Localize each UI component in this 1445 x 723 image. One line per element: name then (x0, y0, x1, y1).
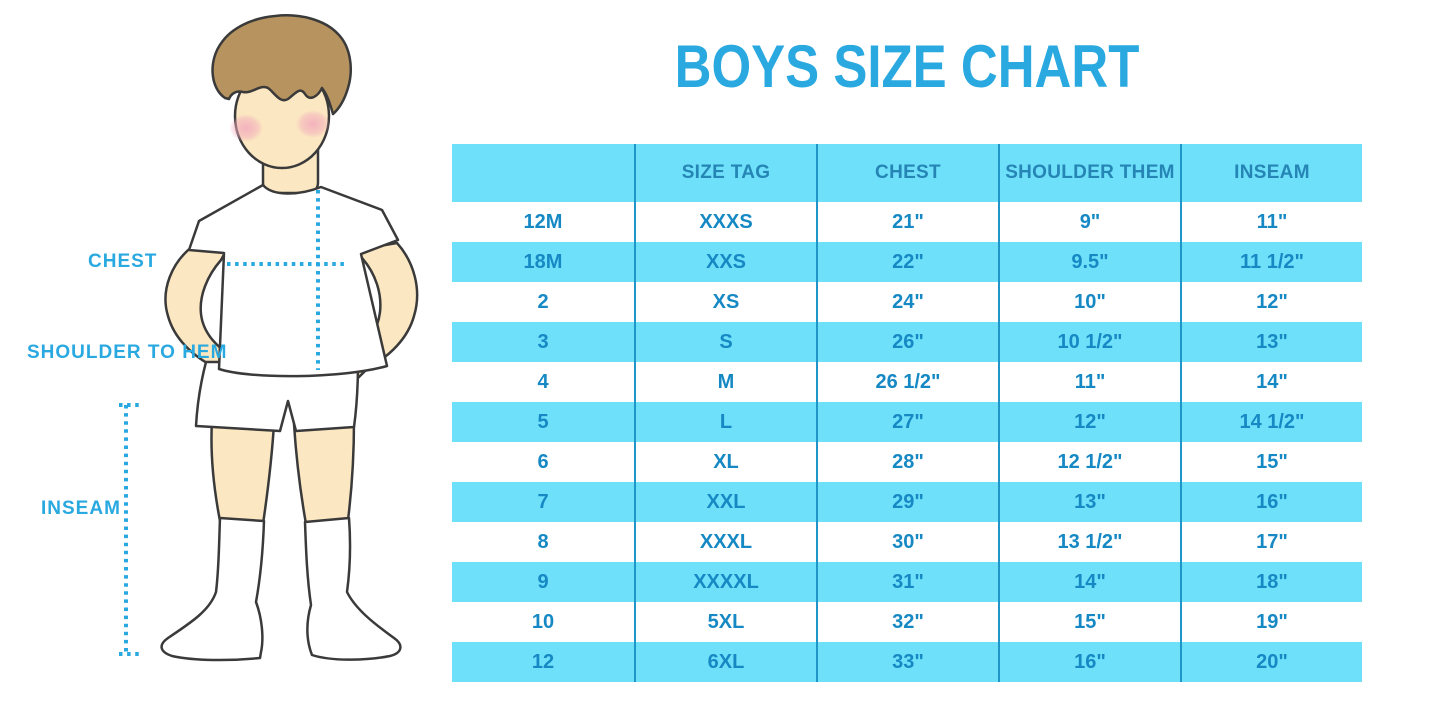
column-header (452, 144, 634, 202)
table-header-row: SIZE TAG CHEST SHOULDER THEM INSEAM (452, 144, 1362, 202)
size-table: SIZE TAG CHEST SHOULDER THEM INSEAM 12M XXXS 2… (452, 144, 1362, 682)
boy-leg-right (292, 418, 356, 526)
table-cell: 18" (1180, 562, 1362, 602)
column-header: INSEAM (1180, 144, 1362, 202)
table-cell: 9" (998, 202, 1180, 242)
table-cell: XL (634, 442, 816, 482)
table-cell: 4 (537, 370, 549, 393)
table-cell: 12" (998, 402, 1180, 442)
table-cell: 19" (1180, 602, 1362, 642)
table-cell: 14 1/2" (1180, 402, 1362, 442)
table-cell: 27" (816, 402, 998, 442)
boy-cheek-left (229, 114, 263, 142)
table-cell: 5 (452, 402, 634, 442)
table-cell: 30" (816, 522, 998, 562)
page-title: BOYS SIZE CHART (674, 33, 1140, 100)
table-cell: 11 1/2" (1180, 242, 1362, 282)
table-cell: XXXS (634, 202, 816, 242)
table-cell: S (634, 322, 816, 362)
table-row: 18M XXS 22" 9.5" 11 1/2" (452, 242, 1362, 282)
boy-sock-left (160, 516, 266, 662)
table-row: 9 XXXXL 31" 14" 18" (452, 562, 1362, 602)
table-row: 4 M 26 1/2" 11" 14" (452, 362, 1362, 402)
table-cell: 18M (452, 242, 634, 282)
table-row: 3 S 26" 10 1/2" 13" (452, 322, 1362, 362)
table-row: 12 6XL 33" 16" 20" (452, 642, 1362, 682)
chest-label: CHEST (88, 251, 158, 272)
boy-hair (211, 14, 352, 116)
column-header: CHEST (816, 144, 998, 202)
table-cell: 10 1/2" (998, 322, 1180, 362)
table-cell: XXS (634, 242, 816, 282)
table-cell: 15" (998, 602, 1180, 642)
table-cell: 26 1/2" (816, 362, 998, 402)
table-cell: 2 (537, 290, 549, 313)
table-cell: 8 (537, 530, 549, 553)
boy-shirt (187, 183, 400, 378)
table-row: 7 XXL 29" 13" 16" (452, 482, 1362, 522)
boy-shorts (194, 360, 360, 433)
table-cell: 22" (816, 242, 998, 282)
table-cell: 11" (1180, 202, 1362, 242)
table-cell: 21" (816, 202, 998, 242)
table-row: 6 XL 28" 12 1/2" 15" (452, 442, 1362, 482)
table-cell: 9 (452, 562, 634, 602)
table-row: 10 5XL 32" 15" 19" (452, 602, 1362, 642)
table-cell: XXL (634, 482, 816, 522)
table-cell: 13 1/2" (998, 522, 1180, 562)
table-row: 5 L 27" 12" 14 1/2" (452, 402, 1362, 442)
table-cell: 13" (998, 482, 1180, 522)
inseam-label: INSEAM (41, 498, 121, 519)
table-cell: 12 1/2" (998, 442, 1180, 482)
table-cell: 12 (452, 642, 634, 682)
table-cell: 9.5" (998, 242, 1180, 282)
table-cell: M (634, 362, 816, 402)
boy-sock-right (303, 516, 402, 661)
table-cell: XS (634, 282, 816, 322)
table-cell: 10 (531, 610, 555, 633)
table-cell: 5XL (634, 602, 816, 642)
table-cell: 3 (452, 322, 634, 362)
table-cell: 28" (816, 442, 998, 482)
table-cell: 12" (1180, 282, 1362, 322)
table-cell: 14" (998, 562, 1180, 602)
table-cell: 10" (998, 282, 1180, 322)
shoulder-to-hem-label: SHOULDER TO HEM (27, 342, 228, 363)
table-cell: 32" (816, 602, 998, 642)
table-cell: 12M (523, 210, 563, 233)
boy-cheek-right (296, 110, 330, 138)
table-row: 12M XXXS 21" 9" 11" (452, 202, 1362, 242)
table-cell: 17" (1180, 522, 1362, 562)
table-cell: XXXXL (634, 562, 816, 602)
table-cell: 20" (1180, 642, 1362, 682)
boy-leg-left (210, 418, 276, 526)
table-cell: XXXL (634, 522, 816, 562)
table-row: 8 XXXL 30" 13 1/2" 17" (452, 522, 1362, 562)
table-cell: 24" (816, 282, 998, 322)
column-header: SHOULDER THEM (998, 144, 1180, 202)
table-cell: 16" (1180, 482, 1362, 522)
table-cell: 13" (1180, 322, 1362, 362)
table-cell: 33" (816, 642, 998, 682)
table-cell: 11" (998, 362, 1180, 402)
boy-illustration (119, 14, 419, 662)
table-cell: 15" (1180, 442, 1362, 482)
table-cell: 6XL (634, 642, 816, 682)
table-cell: 29" (816, 482, 998, 522)
table-cell: 7 (452, 482, 634, 522)
table-cell: 16" (998, 642, 1180, 682)
column-header: SIZE TAG (634, 144, 816, 202)
table-cell: 26" (816, 322, 998, 362)
table-row: 2 XS 24" 10" 12" (452, 282, 1362, 322)
table-cell: 14" (1180, 362, 1362, 402)
table-cell: 6 (537, 450, 549, 473)
table-cell: L (634, 402, 816, 442)
table-cell: 31" (816, 562, 998, 602)
